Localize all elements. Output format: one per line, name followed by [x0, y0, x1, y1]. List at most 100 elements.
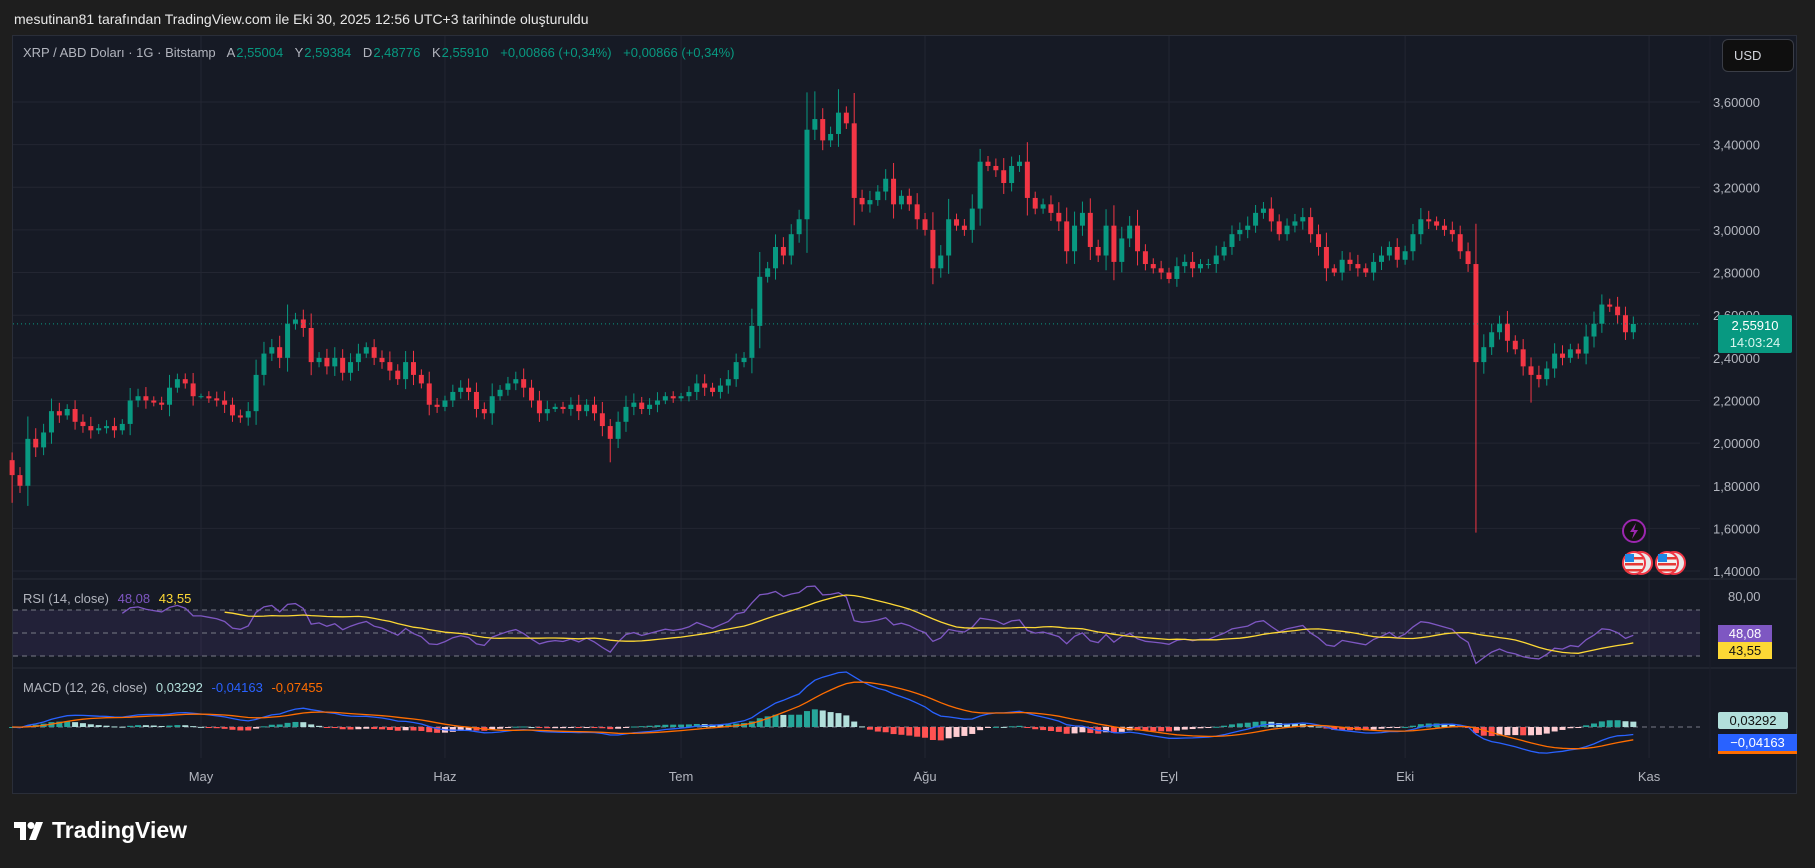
- macd-histogram-bar: [1417, 724, 1424, 727]
- macd-histogram-bar: [1402, 726, 1409, 728]
- candle-body: [1544, 368, 1550, 380]
- time-tick-label: Ağu: [913, 769, 936, 784]
- change-value-2: +0,00866 (+0,34%): [623, 45, 735, 60]
- candle-body: [1355, 264, 1361, 269]
- candle-body: [1394, 246, 1400, 260]
- candle-body: [1331, 268, 1337, 273]
- candle-body: [1111, 225, 1117, 262]
- tradingview-logo[interactable]: TradingView: [14, 817, 187, 844]
- candle-body: [1284, 225, 1290, 235]
- candle-body: [56, 411, 62, 416]
- macd-histogram-bar: [473, 727, 480, 731]
- macd-histogram-bar: [969, 727, 976, 734]
- macd-histogram-bar: [803, 711, 810, 727]
- candle-body: [1300, 217, 1306, 222]
- macd-histogram-bar: [929, 727, 936, 740]
- candle-body: [450, 391, 456, 401]
- candle-body: [80, 421, 86, 427]
- macd-histogram-bar: [1173, 727, 1180, 731]
- candle-body: [1520, 349, 1526, 367]
- macd-histogram-bar: [788, 714, 795, 727]
- candle-body: [277, 347, 283, 358]
- macd-histogram-bar: [1520, 727, 1527, 736]
- macd-histogram-bar: [1386, 727, 1393, 728]
- candle-body: [442, 400, 448, 407]
- candle-body: [119, 423, 125, 431]
- macd-histogram-bar: [119, 726, 126, 728]
- macd-histogram-bar: [898, 727, 905, 735]
- candle-body: [1512, 340, 1518, 350]
- candle-body: [17, 475, 23, 486]
- candle-body: [1410, 234, 1416, 252]
- macd-histogram-bar: [764, 716, 771, 727]
- macd-histogram-bar: [142, 725, 149, 727]
- candle-body: [623, 406, 629, 422]
- candle-body: [930, 229, 936, 269]
- candle-body: [426, 383, 432, 405]
- macd-histogram-bar: [1079, 727, 1086, 733]
- macd-histogram-bar: [221, 727, 228, 729]
- rsi-legend[interactable]: RSI (14, close) 48,08 43,55: [23, 591, 191, 606]
- candle-body: [1032, 197, 1038, 209]
- candle-body: [1316, 234, 1322, 247]
- candle-body: [222, 400, 228, 405]
- candle-body: [245, 411, 251, 418]
- candle-body: [96, 428, 102, 431]
- candle-body: [820, 119, 826, 141]
- candle-body: [1087, 212, 1093, 247]
- candle-body: [1142, 251, 1148, 265]
- macd-histogram-bar: [1567, 727, 1574, 729]
- candle-body: [198, 396, 204, 398]
- candle-body: [1426, 219, 1432, 222]
- macd-histogram-bar: [906, 727, 913, 736]
- macd-histogram-bar: [1236, 723, 1243, 727]
- currency-button[interactable]: USD: [1722, 39, 1794, 72]
- candle-body: [1253, 212, 1259, 226]
- macd-histogram-bar: [772, 714, 779, 727]
- candle-body: [167, 387, 173, 405]
- time-tick-label: Kas: [1638, 769, 1661, 784]
- time-tick-label: May: [189, 769, 214, 784]
- candle-body: [1583, 336, 1589, 354]
- macd-histogram-bar: [914, 727, 921, 737]
- candle-body: [733, 362, 739, 380]
- lightning-icon-glyph: [1630, 523, 1638, 539]
- macd-histogram-bar: [213, 727, 220, 729]
- time-tick-label: Eyl: [1160, 769, 1178, 784]
- candle-body: [796, 219, 802, 235]
- candle-body: [214, 398, 220, 401]
- candle-body: [851, 123, 857, 198]
- macd-histogram-bar: [567, 727, 574, 728]
- macd-histogram-bar: [1496, 727, 1503, 736]
- candle-body: [1347, 259, 1353, 265]
- macd-histogram-bar: [685, 724, 692, 727]
- macd-histogram-bar: [1472, 727, 1479, 734]
- candle-body: [1174, 266, 1180, 279]
- time-tick-label: Tem: [669, 769, 694, 784]
- low-value: 2,48776: [373, 45, 421, 60]
- flag-stripe: [1658, 563, 1676, 566]
- macd-histogram-bar: [1441, 723, 1448, 727]
- candle-body: [1056, 212, 1062, 222]
- macd-histogram-bar: [827, 712, 834, 727]
- candle-body: [135, 396, 141, 401]
- macd-legend[interactable]: MACD (12, 26, close) 0,03292 -0,04163 -0…: [23, 680, 323, 695]
- macd-histogram-bar: [520, 726, 527, 728]
- symbol-title[interactable]: XRP / ABD Doları · 1G · Bitstamp: [23, 45, 216, 60]
- macd-histogram-bar: [64, 721, 71, 727]
- time-tick-label: Haz: [433, 769, 456, 784]
- candle-body: [717, 385, 723, 392]
- macd-histogram-bar: [1166, 727, 1173, 732]
- candle-body: [151, 400, 157, 403]
- candle-body: [1615, 306, 1621, 316]
- macd-histogram-bar: [851, 721, 858, 727]
- candle-body: [544, 409, 550, 414]
- candle-body: [1150, 264, 1156, 269]
- macd-histogram-bar: [843, 715, 850, 727]
- candle-body: [292, 319, 298, 324]
- candle-body: [749, 325, 755, 358]
- macd-histogram-bar: [1110, 727, 1117, 733]
- candle-body: [1465, 251, 1471, 265]
- macd-histogram-bar: [890, 727, 897, 735]
